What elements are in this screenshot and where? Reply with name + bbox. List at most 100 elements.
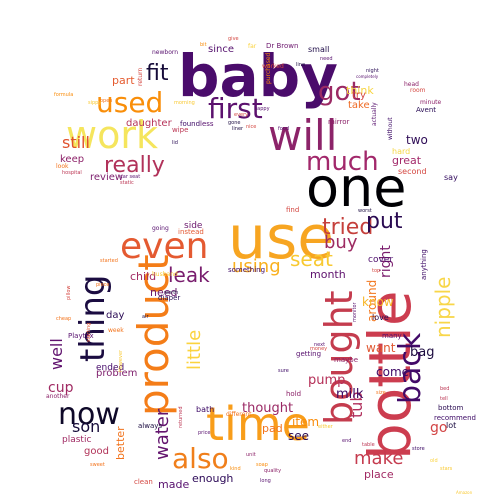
word-lot: lot bbox=[446, 421, 456, 430]
word-another: another bbox=[46, 393, 70, 400]
word-unit: unit bbox=[246, 452, 256, 458]
word-long: long bbox=[260, 478, 271, 484]
word-find: find bbox=[286, 206, 299, 214]
word-size: size bbox=[376, 390, 386, 396]
word-thing: thing bbox=[73, 275, 113, 362]
word-returned: returned bbox=[178, 406, 184, 428]
word-husband: husband bbox=[152, 271, 178, 278]
word-right: right bbox=[378, 245, 394, 278]
word-diaper: diaper bbox=[158, 294, 180, 302]
word-room: room bbox=[410, 87, 426, 94]
word-worst: worst bbox=[358, 208, 372, 214]
word-without: without bbox=[387, 117, 394, 140]
word-now: now bbox=[58, 397, 120, 432]
word-monitor: monitor bbox=[352, 301, 358, 322]
word-bath: bath bbox=[196, 405, 214, 414]
word-plastic: plastic bbox=[62, 435, 91, 445]
word-table: table bbox=[362, 442, 375, 448]
word-part: part bbox=[112, 74, 135, 87]
word-pad: pad bbox=[262, 422, 283, 435]
word-good: good bbox=[84, 446, 109, 457]
word-water: water bbox=[152, 408, 173, 460]
word-sure: sure bbox=[278, 368, 289, 374]
word-air: air bbox=[142, 314, 149, 320]
word-thought: thought bbox=[242, 401, 293, 416]
word-hard: hard bbox=[392, 147, 410, 156]
word-used: used bbox=[96, 86, 163, 119]
word-piece: piece bbox=[96, 282, 109, 288]
word-great: great bbox=[392, 154, 422, 167]
word-every: every bbox=[234, 112, 248, 118]
word-keep: keep bbox=[60, 154, 84, 165]
word-think: think bbox=[346, 84, 374, 97]
word-actually: actually bbox=[371, 102, 378, 126]
word-cup: cup bbox=[48, 380, 74, 396]
word-well: well bbox=[47, 338, 66, 370]
word-started: started bbox=[100, 258, 118, 264]
word-side: side bbox=[184, 221, 203, 231]
word-work: work bbox=[66, 113, 158, 157]
word-stars: stars bbox=[440, 466, 453, 472]
word-however: However bbox=[118, 349, 124, 372]
word-line: line bbox=[296, 62, 305, 68]
word-purchased: purchased bbox=[265, 52, 272, 84]
word-pump: pump bbox=[308, 373, 345, 388]
word-happy: happy bbox=[254, 106, 270, 112]
word-sweet: sweet bbox=[90, 462, 105, 468]
word-tub: tub bbox=[347, 391, 366, 418]
word-back: back bbox=[393, 332, 428, 404]
word-got: got bbox=[318, 77, 361, 107]
word-much: much bbox=[306, 147, 379, 177]
word-take: take bbox=[348, 100, 370, 111]
word-anything: anything bbox=[420, 249, 428, 280]
word-less: less bbox=[200, 120, 214, 128]
word-made: made bbox=[158, 478, 189, 491]
word-go: go bbox=[430, 420, 447, 436]
word-baby: baby bbox=[178, 42, 338, 110]
word-child: child bbox=[130, 270, 156, 283]
word-month: month bbox=[310, 268, 346, 281]
word-review: review bbox=[90, 172, 123, 183]
word-son: son bbox=[72, 417, 100, 436]
word-hold: hold bbox=[286, 390, 301, 398]
word-ended: ended bbox=[96, 363, 124, 373]
word-really: really bbox=[104, 153, 165, 178]
word-milk: milk bbox=[336, 387, 364, 402]
word-fit: fit bbox=[146, 61, 169, 86]
word-use: use bbox=[228, 203, 334, 273]
word-will: will bbox=[268, 111, 337, 160]
word-using: using bbox=[232, 256, 281, 277]
word-starting: starting bbox=[86, 323, 92, 342]
word-pillow: pillow bbox=[66, 286, 72, 301]
word-buy: buy bbox=[324, 232, 358, 253]
word-soap: soap bbox=[256, 462, 268, 468]
word-make: make bbox=[354, 448, 403, 469]
word-bought: bought bbox=[317, 290, 361, 425]
word-store: store bbox=[412, 446, 425, 452]
word-end: end bbox=[342, 438, 351, 444]
word-cheap: cheap bbox=[56, 316, 71, 322]
word-cover: cover bbox=[368, 255, 393, 265]
word-worked: worked bbox=[262, 63, 284, 70]
word-amazon: Amazon bbox=[456, 490, 473, 495]
word-quality: quality bbox=[264, 468, 281, 474]
word-return: return bbox=[137, 67, 144, 86]
word-head: head bbox=[404, 81, 419, 88]
word-little: little bbox=[184, 330, 205, 370]
word-minute: minute bbox=[420, 99, 441, 106]
word-found: found bbox=[180, 120, 200, 128]
word-know: know bbox=[362, 295, 394, 309]
word-wipe: wipe bbox=[172, 126, 188, 134]
word-around: around bbox=[365, 280, 379, 322]
word-day: day bbox=[106, 310, 124, 321]
word-next: next bbox=[314, 342, 325, 348]
word-two: two bbox=[406, 133, 428, 147]
word-many: many bbox=[382, 332, 402, 340]
word-bottle: bottle bbox=[356, 290, 424, 460]
word-put: put bbox=[366, 209, 403, 234]
word-bed: bed bbox=[440, 386, 449, 392]
word-gone: gone bbox=[228, 120, 240, 126]
word-bag: bag bbox=[410, 345, 434, 360]
word-bit: bit bbox=[200, 42, 207, 48]
